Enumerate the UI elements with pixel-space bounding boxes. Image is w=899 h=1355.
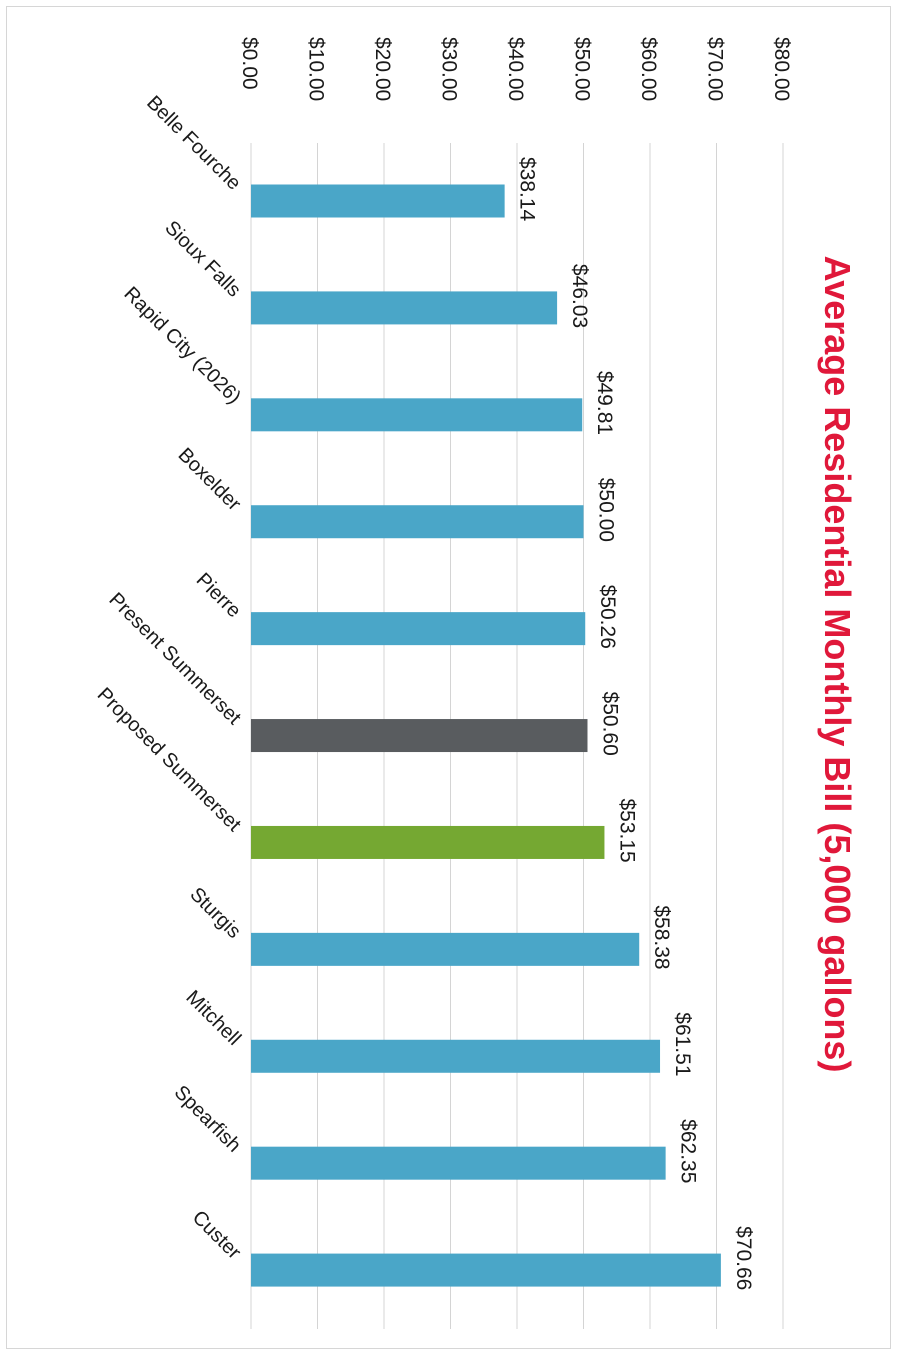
bar [251, 505, 584, 539]
bar-data-label: $70.66 [732, 1226, 755, 1290]
bar-data-label: $50.26 [596, 585, 619, 649]
chart-title: Average Residential Monthly Bill (5,000 … [817, 256, 858, 1073]
bar [251, 932, 640, 966]
value-axis-tick-label: $0.00 [238, 37, 261, 90]
bar-data-label: $62.35 [677, 1119, 700, 1183]
value-axis-tick-label: $80.00 [770, 37, 793, 101]
value-axis-tick-label: $40.00 [504, 37, 527, 101]
value-axis-tick-label: $20.00 [371, 37, 394, 101]
bar [251, 184, 505, 218]
category-label: Custer [188, 1206, 245, 1263]
bar [251, 719, 588, 753]
bar-data-label: $50.60 [598, 692, 621, 756]
category-label: Sioux Falls [160, 217, 245, 302]
category-label: Mitchell [182, 986, 245, 1049]
bar [251, 1253, 721, 1287]
bar-data-label: $61.51 [671, 1012, 694, 1076]
value-axis-tick-label: $70.00 [704, 37, 727, 101]
bar-data-label: $49.81 [593, 371, 616, 435]
bar-data-label: $46.03 [568, 264, 591, 328]
bar [251, 291, 558, 325]
bar-data-label: $38.14 [516, 157, 539, 222]
value-axis-tick-label: $10.00 [305, 37, 328, 101]
bar [251, 1039, 661, 1073]
category-label: Pierre [192, 569, 245, 622]
bar-data-label: $53.15 [615, 798, 638, 862]
category-label: Sturgis [185, 883, 245, 943]
category-label: Rapid City (2026) [119, 283, 245, 409]
category-label: Spearfish [170, 1081, 245, 1156]
bar-chart: $0.00 $10.00 $20.00 $30.00 $40.00 $50.00 $60.0… [93, 37, 858, 1329]
bar [251, 1146, 666, 1180]
bar [251, 398, 583, 432]
bar-data-label: $58.38 [650, 905, 673, 969]
value-axis-tick-label: $30.00 [438, 37, 461, 101]
bar-data-label: $50.00 [595, 478, 618, 542]
bar [251, 612, 586, 646]
bar [251, 825, 605, 859]
value-axis-tick-label: $50.00 [571, 37, 594, 101]
category-label: Boxelder [174, 444, 246, 516]
chart-frame: $0.00 $10.00 $20.00 $30.00 $40.00 $50.00 $60.0… [6, 6, 891, 1349]
category-label: Belle Fourche [142, 92, 245, 195]
value-axis-tick-label: $60.00 [637, 37, 660, 101]
